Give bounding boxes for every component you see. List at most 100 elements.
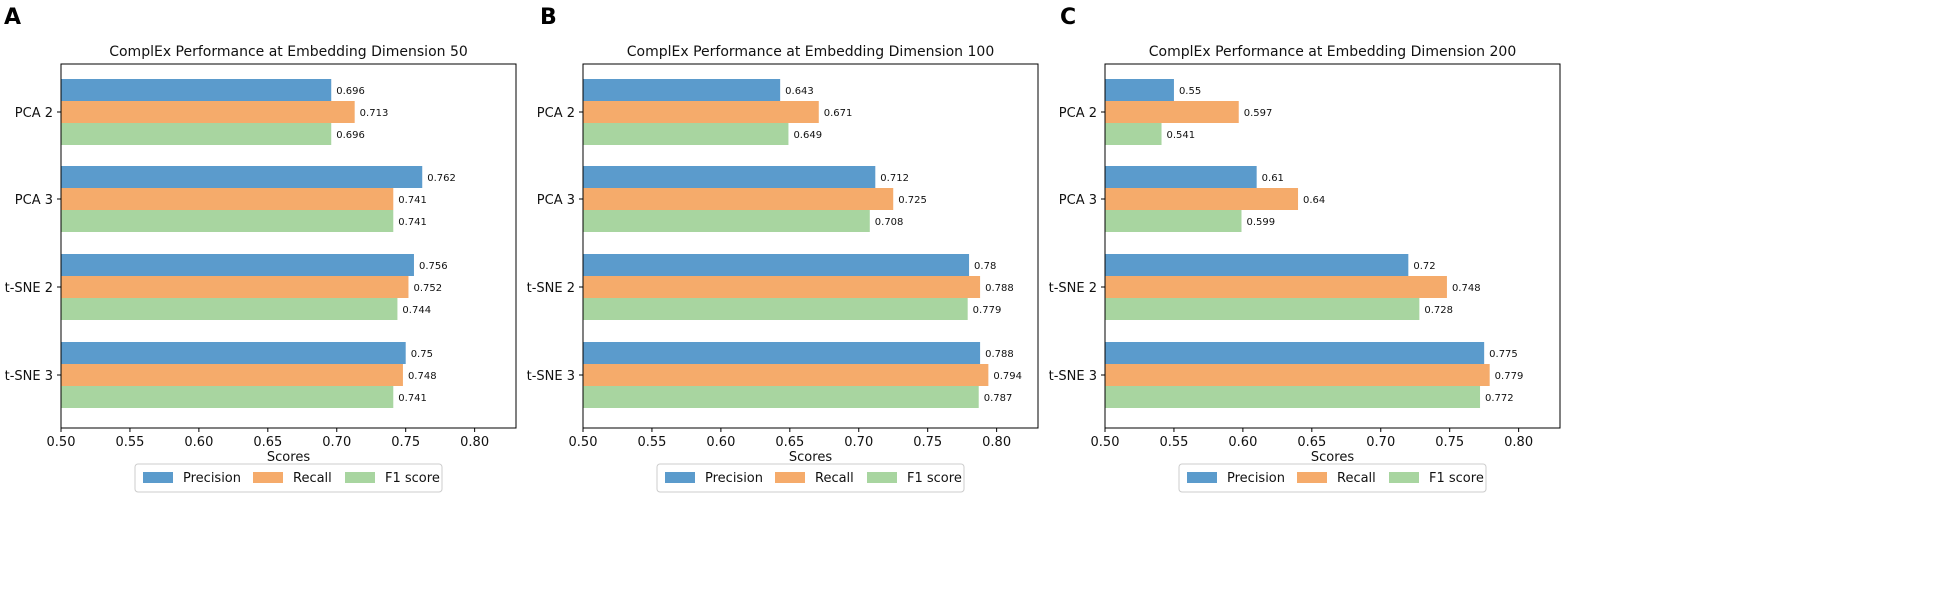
- chart-title: ComplEx Performance at Embedding Dimensi…: [109, 44, 468, 60]
- bar-precision: [61, 166, 423, 188]
- data-label: 0.708: [875, 217, 904, 228]
- bar-f1-score: [61, 386, 394, 408]
- x-tick-label: 0.80: [982, 435, 1011, 450]
- chart-title: ComplEx Performance at Embedding Dimensi…: [627, 44, 994, 60]
- panel-letter: A: [4, 5, 21, 30]
- bar-recall: [61, 364, 403, 386]
- data-label: 0.64: [1303, 195, 1325, 206]
- y-tick-label: PCA 2: [1059, 106, 1097, 121]
- x-tick-label: 0.75: [913, 435, 942, 450]
- data-label: 0.752: [413, 283, 442, 294]
- data-label: 0.75: [411, 349, 433, 360]
- bar-recall: [1105, 364, 1490, 386]
- y-tick-label: t-SNE 2: [5, 281, 53, 296]
- y-tick-label: t-SNE 3: [5, 369, 53, 384]
- data-label: 0.748: [1452, 283, 1481, 294]
- legend-swatch-recall: [775, 472, 805, 483]
- data-label: 0.712: [880, 173, 909, 184]
- x-tick-label: 0.60: [706, 435, 735, 450]
- bar-precision: [61, 254, 414, 276]
- bar-recall: [61, 188, 394, 210]
- bar-f1-score: [1105, 210, 1242, 232]
- legend-swatch-recall: [253, 472, 283, 483]
- data-label: 0.541: [1167, 130, 1196, 141]
- data-label: 0.748: [408, 371, 437, 382]
- bar-precision: [583, 166, 876, 188]
- bar-f1-score: [1105, 298, 1420, 320]
- bar-recall: [583, 276, 981, 298]
- data-label: 0.788: [985, 349, 1014, 360]
- bar-f1-score: [583, 298, 968, 320]
- x-axis-label: Scores: [267, 450, 310, 465]
- legend-swatch-precision: [143, 472, 173, 483]
- data-label: 0.794: [993, 371, 1022, 382]
- data-label: 0.756: [419, 261, 448, 272]
- data-label: 0.728: [1424, 305, 1453, 316]
- x-axis-label: Scores: [1311, 450, 1354, 465]
- bar-recall: [61, 101, 355, 123]
- chart-title: ComplEx Performance at Embedding Dimensi…: [1149, 44, 1516, 60]
- data-label: 0.741: [398, 217, 427, 228]
- data-label: 0.788: [985, 283, 1014, 294]
- x-tick-label: 0.75: [391, 435, 420, 450]
- plot-frame: [1104, 63, 1561, 429]
- bar-precision: [1105, 79, 1174, 101]
- x-tick-label: 0.55: [1159, 435, 1188, 450]
- bar-recall: [583, 101, 819, 123]
- data-label: 0.671: [824, 108, 853, 119]
- x-tick-label: 0.55: [115, 435, 144, 450]
- legend-swatch-precision: [1187, 472, 1217, 483]
- data-label: 0.779: [973, 305, 1002, 316]
- bar-precision: [1105, 166, 1257, 188]
- bar-recall: [1105, 188, 1299, 210]
- y-tick-label: t-SNE 2: [527, 281, 575, 296]
- x-tick-label: 0.70: [322, 435, 351, 450]
- x-tick-label: 0.65: [775, 435, 804, 450]
- legend-swatch-f1-score: [1389, 472, 1419, 483]
- y-tick-label: PCA 3: [1059, 193, 1097, 208]
- x-tick-label: 0.65: [253, 435, 282, 450]
- x-tick-label: 0.75: [1435, 435, 1464, 450]
- x-tick-label: 0.70: [844, 435, 873, 450]
- legend-label: Precision: [705, 471, 763, 486]
- bar-f1-score: [61, 210, 394, 232]
- data-label: 0.643: [785, 86, 814, 97]
- legend: [656, 463, 965, 493]
- legend-label: Recall: [293, 471, 332, 486]
- legend-label: Precision: [183, 471, 241, 486]
- y-tick-label: PCA 3: [537, 193, 575, 208]
- data-label: 0.649: [793, 130, 822, 141]
- panel-letter: B: [540, 5, 557, 30]
- x-axis-label: Scores: [789, 450, 832, 465]
- bar-recall: [583, 364, 989, 386]
- legend-label: F1 score: [1429, 471, 1484, 486]
- y-tick-label: t-SNE 3: [527, 369, 575, 384]
- data-label: 0.772: [1485, 393, 1514, 404]
- data-label: 0.61: [1262, 173, 1284, 184]
- bar-f1-score: [61, 298, 398, 320]
- bar-f1-score: [583, 123, 789, 145]
- panel-letter: C: [1060, 5, 1076, 30]
- bar-precision: [1105, 254, 1409, 276]
- data-label: 0.744: [402, 305, 431, 316]
- data-label: 0.55: [1179, 86, 1201, 97]
- bar-precision: [1105, 342, 1485, 364]
- bar-f1-score: [1105, 123, 1162, 145]
- data-label: 0.775: [1489, 349, 1518, 360]
- x-tick-label: 0.70: [1366, 435, 1395, 450]
- bar-recall: [583, 188, 894, 210]
- data-label: 0.599: [1247, 217, 1276, 228]
- bar-recall: [1105, 101, 1239, 123]
- data-label: 0.696: [336, 86, 365, 97]
- legend-swatch-recall: [1297, 472, 1327, 483]
- x-tick-label: 0.50: [47, 435, 76, 450]
- bar-f1-score: [61, 123, 332, 145]
- bar-f1-score: [1105, 386, 1481, 408]
- data-label: 0.78: [974, 261, 996, 272]
- bar-f1-score: [583, 210, 870, 232]
- x-tick-label: 0.50: [1091, 435, 1120, 450]
- data-label: 0.713: [360, 108, 389, 119]
- legend-label: Recall: [1337, 471, 1376, 486]
- bar-recall: [1105, 276, 1447, 298]
- legend: [134, 463, 443, 493]
